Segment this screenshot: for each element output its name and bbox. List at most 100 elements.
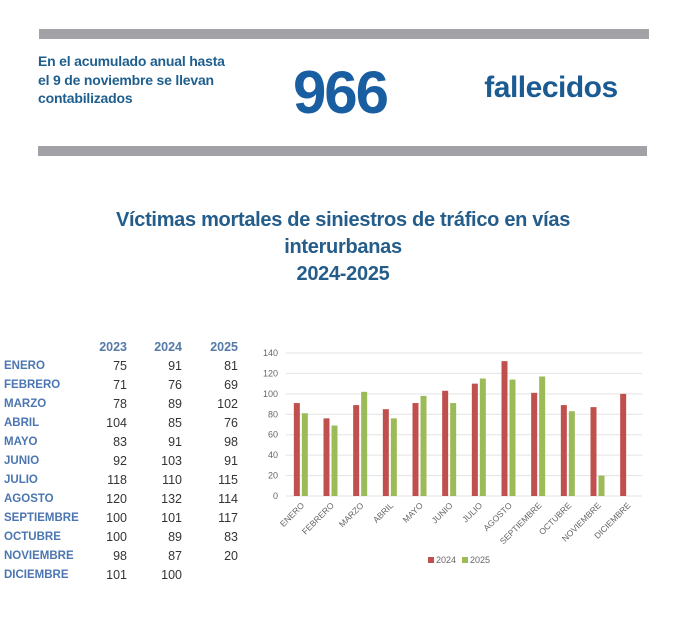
y-tick-label: 80 — [268, 409, 278, 419]
value-2023: 83 — [113, 435, 127, 449]
bar-2025-septiembre — [539, 376, 546, 496]
x-tick-label: MARZO — [337, 500, 366, 529]
header-2025: 2025 — [210, 340, 238, 354]
x-tick-label: JULIO — [460, 500, 484, 524]
table-row: JULIO 118 110 115 — [4, 471, 238, 490]
bar-2024-febrero — [323, 418, 330, 496]
legend-swatch-2024 — [428, 557, 434, 563]
value-2024: 91 — [168, 435, 182, 449]
bar-2024-agosto — [501, 361, 508, 496]
value-2023: 104 — [106, 416, 127, 430]
legend-label-2024: 2024 — [436, 555, 456, 565]
y-tick-label: 40 — [268, 450, 278, 460]
header-month — [4, 338, 89, 357]
bar-2024-mayo — [412, 403, 419, 496]
value-2025: 114 — [218, 492, 238, 506]
month-label: JUNIO — [4, 455, 40, 467]
value-2025: 117 — [218, 511, 238, 525]
bar-2024-enero — [293, 403, 300, 496]
month-label: JULIO — [4, 474, 38, 486]
bar-2025-febrero — [331, 425, 338, 496]
table-row: MARZO 78 89 102 — [4, 395, 238, 414]
x-tick-label: ABRIL — [371, 500, 396, 525]
value-2025: 98 — [224, 435, 238, 449]
value-2023: 118 — [107, 473, 127, 487]
y-tick-label: 140 — [263, 348, 278, 358]
bar-2025-agosto — [509, 379, 516, 496]
table-row: AGOSTO 120 132 114 — [4, 490, 238, 509]
value-2023: 92 — [113, 454, 127, 468]
bar-2024-marzo — [353, 405, 360, 496]
bar-2024-julio — [471, 383, 478, 496]
total-deaths-unit: fallecidos — [484, 71, 618, 104]
bar-2025-octubre — [568, 411, 575, 496]
value-2023: 100 — [106, 530, 127, 544]
table-row: JUNIO 92 103 91 — [4, 452, 238, 471]
bar-2025-enero — [301, 413, 308, 496]
bar-2024-octubre — [560, 405, 567, 496]
x-tick-label: ENERO — [278, 500, 307, 529]
table-row: MAYO 83 91 98 — [4, 433, 238, 452]
x-tick-label: JUNIO — [429, 500, 454, 525]
month-label: ABRIL — [4, 417, 40, 429]
value-2023: 101 — [106, 568, 127, 582]
summary-description: En el acumulado anual hasta el 9 de novi… — [38, 53, 225, 106]
header-2023: 2023 — [99, 340, 127, 354]
y-tick-label: 100 — [263, 389, 278, 399]
bar-2024-septiembre — [531, 392, 538, 496]
legend-label-2025: 2025 — [470, 555, 490, 565]
value-2024: 91 — [168, 359, 182, 373]
bar-2025-marzo — [361, 391, 368, 496]
value-2024: 100 — [161, 568, 182, 582]
value-2023: 78 — [113, 397, 127, 411]
month-label: NOVIEMBRE — [4, 550, 74, 562]
value-2025: 91 — [224, 454, 238, 468]
value-2025: 115 — [218, 473, 238, 487]
header-2024: 2024 — [154, 340, 182, 354]
value-2023: 75 — [113, 359, 127, 373]
table-row: OCTUBRE 100 89 83 — [4, 528, 238, 547]
legend-swatch-2025 — [462, 557, 468, 563]
value-2024: 103 — [161, 454, 182, 468]
value-2024: 87 — [168, 549, 182, 563]
bar-2025-noviembre — [598, 475, 605, 496]
bar-2024-junio — [442, 390, 449, 496]
table-header-row: 2023 2024 2025 — [4, 338, 238, 357]
value-2024: 89 — [168, 530, 182, 544]
value-2023: 100 — [106, 511, 127, 525]
value-2023: 71 — [113, 378, 127, 392]
month-label: MAYO — [4, 436, 38, 448]
month-label: AGOSTO — [4, 493, 54, 505]
bar-chart: 0 20 40 60 80 100 120 140 ENERO FEBRERO MARZO ABRIL… — [250, 340, 650, 580]
x-tick-label: FEBRERO — [300, 500, 336, 536]
chart-title-line-3: 2024-2025 — [296, 263, 390, 285]
bar-2025-mayo — [420, 395, 427, 496]
value-2024: 76 — [168, 378, 182, 392]
table-row: ENERO 75 91 81 — [4, 357, 238, 376]
month-label: OCTUBRE — [4, 531, 61, 543]
table-row: DICIEMBRE 101 100 — [4, 566, 238, 585]
bar-2025-junio — [450, 403, 457, 496]
top-divider-bar — [39, 29, 649, 39]
month-label: SEPTIEMBRE — [4, 512, 79, 524]
table-row: ABRIL 104 85 76 — [4, 414, 238, 433]
table-row: SEPTIEMBRE 100 101 117 — [4, 509, 238, 528]
value-2024: 89 — [168, 397, 182, 411]
x-tick-label: MAYO — [401, 500, 426, 525]
table-row: FEBRERO 71 76 69 — [4, 376, 238, 395]
bar-2025-julio — [479, 378, 486, 496]
month-label: ENERO — [4, 360, 45, 372]
total-deaths-number: 966 — [292, 59, 389, 126]
value-2025 — [182, 566, 238, 585]
bottom-divider-bar — [38, 146, 647, 156]
value-2025: 20 — [224, 549, 238, 563]
value-2025: 81 — [224, 359, 238, 373]
value-2024: 101 — [161, 511, 182, 525]
bar-2024-noviembre — [590, 407, 597, 496]
y-tick-label: 0 — [273, 491, 278, 501]
value-2024: 132 — [161, 492, 182, 506]
month-label: DICIEMBRE — [4, 569, 69, 581]
bar-2024-abril — [382, 409, 389, 496]
value-2024: 110 — [162, 473, 182, 487]
value-2025: 83 — [224, 530, 238, 544]
